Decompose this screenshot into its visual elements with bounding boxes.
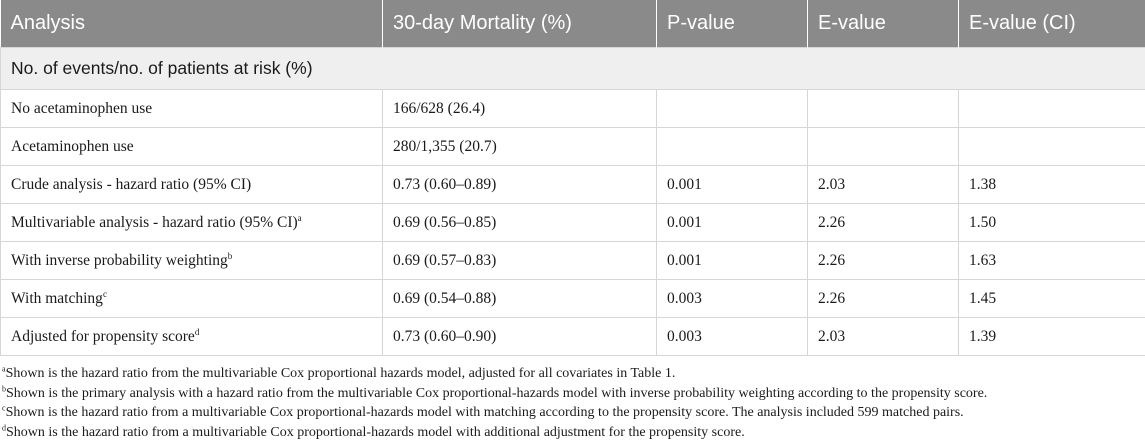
e-value-cell: 2.03 <box>807 317 959 356</box>
row-label: No acetaminophen use <box>11 99 153 117</box>
p-value-cell: 0.003 <box>656 317 808 356</box>
footnote-text: Shown is the hazard ratio from a multiva… <box>6 424 745 440</box>
footnote: dShown is the hazard ratio from a multiv… <box>0 423 1145 443</box>
footnote-marker: d <box>194 326 200 337</box>
e-value-ci-cell: 1.63 <box>958 241 1145 280</box>
p-value-cell <box>656 89 808 128</box>
mortality-cell: 0.73 (0.60–0.90) <box>382 317 657 356</box>
row-label-cell: Adjusted for propensity scored <box>0 317 383 356</box>
e-value-ci-cell: 1.38 <box>958 165 1145 204</box>
e-value-cell: 2.03 <box>807 165 959 204</box>
e-value-ci-cell: 1.45 <box>958 279 1145 318</box>
header-e-value: E-value <box>807 0 959 48</box>
footnote: aShown is the hazard ratio from the mult… <box>0 364 1145 384</box>
row-label-cell: No acetaminophen use <box>0 89 383 128</box>
row-label: Acetaminophen use <box>11 137 134 155</box>
e-value-cell: 2.26 <box>807 241 959 280</box>
row-label: Crude analysis - hazard ratio (95% CI) <box>11 175 252 193</box>
table-row: With matchingc 0.69 (0.54–0.88) 0.003 2.… <box>0 279 1145 318</box>
row-label-cell: With inverse probability weightingb <box>0 241 383 280</box>
row-label-cell: With matchingc <box>0 279 383 318</box>
section-row: No. of events/no. of patients at risk (%… <box>0 47 1145 90</box>
footnote-text: Shown is the hazard ratio from a multiva… <box>5 405 964 420</box>
e-value-cell: 2.26 <box>807 279 959 318</box>
mortality-cell: 0.69 (0.56–0.85) <box>382 203 657 242</box>
footnote-mark: c <box>2 403 6 413</box>
mortality-cell: 0.69 (0.54–0.88) <box>382 279 657 318</box>
e-value-cell <box>807 127 959 166</box>
footnote-text: Shown is the hazard ratio from the multi… <box>5 366 676 381</box>
footnote-text: Shown is the primary analysis with a haz… <box>6 385 988 401</box>
e-value-ci-cell <box>958 127 1145 166</box>
p-value-cell: 0.001 <box>656 203 808 242</box>
table-row: Adjusted for propensity scored 0.73 (0.6… <box>0 317 1145 356</box>
footnote-marker: c <box>102 288 107 299</box>
row-label: Adjusted for propensity score <box>11 327 195 345</box>
table-row: No acetaminophen use 166/628 (26.4) <box>0 89 1145 128</box>
mortality-cell: 166/628 (26.4) <box>382 89 657 128</box>
table-row: Multivariable analysis - hazard ratio (9… <box>0 203 1145 242</box>
footnote: cShown is the hazard ratio from a multiv… <box>0 403 1145 423</box>
row-label-cell: Acetaminophen use <box>0 127 383 166</box>
section-label: No. of events/no. of patients at risk (%… <box>0 47 1145 90</box>
footnote: bShown is the primary analysis with a ha… <box>0 384 1145 404</box>
footnote-marker: b <box>227 250 233 261</box>
p-value-cell: 0.001 <box>656 241 808 280</box>
row-label: With inverse probability weighting <box>11 251 228 269</box>
row-label-cell: Crude analysis - hazard ratio (95% CI) <box>0 165 383 204</box>
e-value-ci-cell: 1.39 <box>958 317 1145 356</box>
footnote-mark: b <box>2 383 6 393</box>
e-value-cell: 2.26 <box>807 203 959 242</box>
header-p-value: P-value <box>656 0 808 48</box>
mortality-cell: 0.73 (0.60–0.89) <box>382 165 657 204</box>
mortality-cell: 280/1,355 (20.7) <box>382 127 657 166</box>
header-mortality: 30-day Mortality (%) <box>382 0 657 48</box>
p-value-cell: 0.001 <box>656 165 808 204</box>
mortality-cell: 0.69 (0.57–0.83) <box>382 241 657 280</box>
e-value-ci-cell <box>958 89 1145 128</box>
row-label: Multivariable analysis - hazard ratio (9… <box>11 213 298 231</box>
footnote-mark: a <box>2 364 6 374</box>
row-label-cell: Multivariable analysis - hazard ratio (9… <box>0 203 383 242</box>
footnotes: aShown is the hazard ratio from the mult… <box>0 364 1145 442</box>
p-value-cell <box>656 127 808 166</box>
table-row: With inverse probability weightingb 0.69… <box>0 241 1145 280</box>
e-value-cell <box>807 89 959 128</box>
table-row: Acetaminophen use 280/1,355 (20.7) <box>0 127 1145 166</box>
e-value-ci-cell: 1.50 <box>958 203 1145 242</box>
row-label: With matching <box>11 289 103 307</box>
header-analysis: Analysis <box>0 0 383 48</box>
footnote-marker: a <box>297 212 302 223</box>
footnote-mark: d <box>2 422 6 432</box>
header-e-value-ci: E-value (CI) <box>958 0 1145 48</box>
header-row: Analysis 30-day Mortality (%) P-value E-… <box>0 0 1145 48</box>
results-table: Analysis 30-day Mortality (%) P-value E-… <box>0 0 1145 356</box>
p-value-cell: 0.003 <box>656 279 808 318</box>
table-row: Crude analysis - hazard ratio (95% CI) 0… <box>0 165 1145 204</box>
